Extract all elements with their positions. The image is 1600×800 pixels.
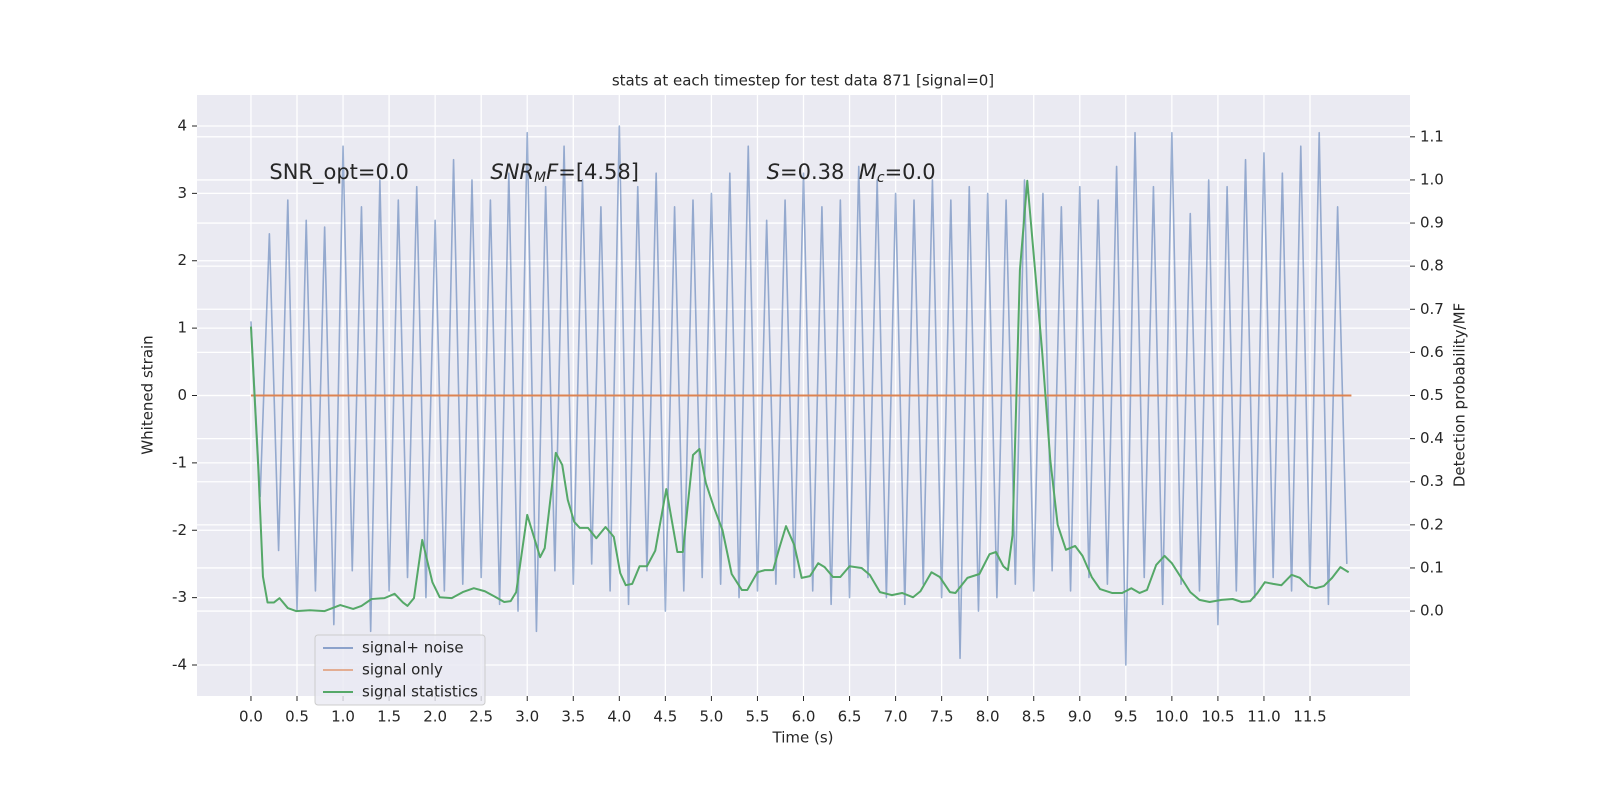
x-tick-label: 5.5 (746, 708, 770, 726)
y2-tick-label: 1.0 (1420, 170, 1444, 188)
y-tick-label: -1 (172, 453, 187, 471)
x-tick-label: 2.0 (423, 708, 447, 726)
series-line (250, 125, 1348, 666)
x-tick-label: 4.0 (607, 708, 631, 726)
x-tick-label: 3.5 (561, 708, 585, 726)
annotation-part: =0.0 (885, 160, 936, 184)
y2-tick-label: 1.1 (1420, 127, 1444, 145)
y2-tick-label: 0.5 (1420, 386, 1444, 404)
x-tick-label: 9.5 (1114, 708, 1138, 726)
annotation: SNR_opt=0.0 (269, 160, 409, 185)
annotation: SNRMF=[4.58] (490, 160, 639, 186)
x-tick-label: 11.5 (1293, 708, 1326, 726)
x-tick-label: 9.0 (1068, 708, 1092, 726)
y2-tick-label: 0.1 (1420, 558, 1444, 576)
chart-title: stats at each timestep for test data 871… (612, 72, 994, 90)
annotation-part: M (534, 170, 546, 186)
annotation-part: =0.38 (780, 160, 844, 184)
x-tick-label: 1.5 (377, 708, 401, 726)
x-tick-label: 10.0 (1155, 708, 1188, 726)
y-tick-label: 4 (177, 116, 187, 134)
x-tick-label: 8.0 (976, 708, 1000, 726)
y2-tick-label: 0.4 (1420, 429, 1444, 447)
x-tick-label: 1.0 (331, 708, 355, 726)
y-tick-label: 2 (177, 251, 187, 269)
x-tick-label: 7.5 (930, 708, 954, 726)
y2-tick-label: 0.0 (1420, 602, 1444, 620)
y-tick-label: -2 (172, 521, 187, 539)
annotation-part: SNR_opt=0.0 (269, 160, 409, 185)
series-line (249, 179, 1350, 613)
annotation-part: SNR (490, 160, 534, 184)
x-tick-label: 0.5 (285, 708, 309, 726)
legend: signal+ noise signal only signal statistic… (314, 634, 486, 706)
annotation: S=0.38 (767, 160, 845, 184)
x-tick-label: 0.0 (239, 708, 263, 726)
x-axis-label: Time (s) (772, 729, 834, 747)
annotation-part: =[4.58] (558, 160, 639, 184)
y-tick-label: 3 (177, 184, 187, 202)
marks (249, 125, 1352, 666)
x-tick-label: 6.0 (792, 708, 816, 726)
annotation-part: F (546, 160, 559, 184)
x-tick-label: 5.0 (699, 708, 723, 726)
legend-label: signal only (362, 661, 443, 679)
annotation: Mc=0.0 (859, 160, 936, 186)
x-tick-label: 4.5 (653, 708, 677, 726)
y2-tick-label: 0.2 (1420, 515, 1444, 533)
x-tick-label: 2.5 (469, 708, 493, 726)
y2-tick-label: 0.3 (1420, 472, 1444, 490)
y-tick-label: 1 (177, 319, 187, 337)
y-axis-label: Whitened strain (139, 335, 157, 454)
y-tick-label: 0 (177, 386, 187, 404)
y2-tick-label: 0.9 (1420, 214, 1444, 232)
y-tick-label: -3 (172, 588, 187, 606)
y2-tick-label: 0.7 (1420, 300, 1444, 318)
x-tick-label: 7.0 (884, 708, 908, 726)
x-tick-label: 3.0 (515, 708, 539, 726)
legend-label: signal+ noise (362, 639, 464, 657)
x-tick-label: 8.5 (1022, 708, 1046, 726)
y2-tick-label: 0.6 (1420, 343, 1444, 361)
x-tick-label: 6.5 (838, 708, 862, 726)
y2-tick-label: 0.8 (1420, 257, 1444, 275)
y2-axis-label: Detection probability/MF (1451, 303, 1469, 487)
y-tick-label: -4 (172, 656, 187, 674)
legend-label: signal statistics (362, 683, 478, 701)
axes: 0.0 0.5 1.0 1.5 2.0 2.5 3.0 3.5 4.0 4.5 5.0 5.5 6.0 6… (172, 116, 1444, 725)
legend-box (314, 634, 486, 706)
x-tick-label: 11.0 (1247, 708, 1280, 726)
annotation-part: S (767, 160, 780, 184)
annotation-part: M (859, 160, 877, 184)
annotation-part: c (877, 170, 885, 186)
x-tick-label: 10.5 (1201, 708, 1234, 726)
